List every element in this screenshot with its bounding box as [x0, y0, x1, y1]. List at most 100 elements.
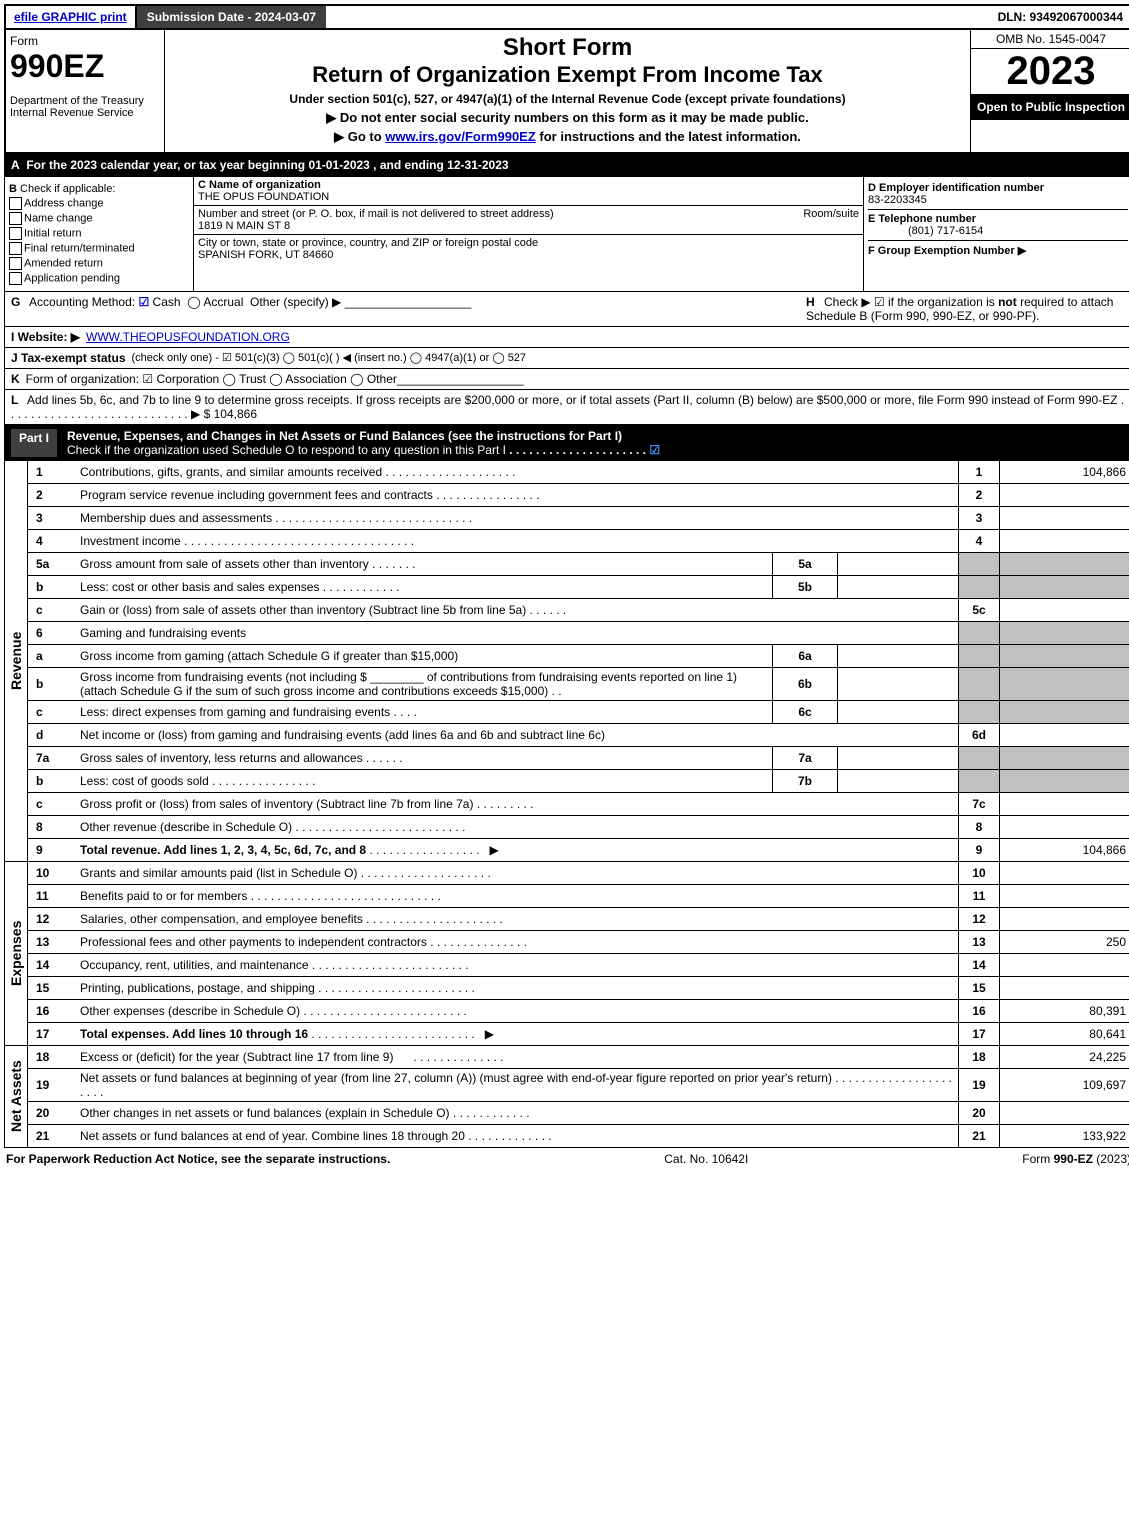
line-14-value: [999, 954, 1129, 976]
line-21-value: 133,922: [999, 1125, 1129, 1147]
h-label: H: [806, 295, 815, 309]
c-name-label: C Name of organization: [198, 179, 321, 191]
opt-initial-return: Initial return: [24, 227, 81, 239]
l-value: ▶ $ 104,866: [191, 407, 257, 421]
phone: (801) 717-6154: [868, 225, 983, 237]
line-19-value: 109,697: [999, 1069, 1129, 1101]
line-6a-desc: Gross income from gaming (attach Schedul…: [80, 649, 458, 663]
k-text: Form of organization: ☑ Corporation ◯ Tr…: [26, 372, 397, 386]
org-address: 1819 N MAIN ST 8: [198, 220, 859, 232]
omb-number: OMB No. 1545-0047: [971, 30, 1129, 49]
net-assets-table: Net Assets 18Excess or (deficit) for the…: [4, 1046, 1129, 1148]
h-text1: Check ▶ ☑ if the organization is: [824, 295, 998, 309]
checkbox-application-pending[interactable]: [9, 272, 22, 285]
instruction-2: ▶ Go to www.irs.gov/Form990EZ for instru…: [169, 129, 966, 145]
line-3-desc: Membership dues and assessments: [80, 511, 272, 525]
a-label: A: [11, 158, 20, 172]
section-h: H Check ▶ ☑ if the organization is not r…: [796, 295, 1126, 323]
opt-amended-return: Amended return: [24, 257, 103, 269]
org-city: SPANISH FORK, UT 84660: [198, 249, 859, 261]
j-label: J Tax-exempt status: [11, 351, 126, 365]
c-city-label: City or town, state or province, country…: [198, 237, 859, 249]
line-4-desc: Investment income: [80, 534, 181, 548]
line-12-value: [999, 908, 1129, 930]
line-5c-value: [999, 599, 1129, 621]
website-link[interactable]: WWW.THEOPUSFOUNDATION.ORG: [86, 330, 290, 344]
subtitle: Under section 501(c), 527, or 4947(a)(1)…: [169, 92, 966, 106]
opt-name-change: Name change: [24, 212, 93, 224]
line-7b-desc: Less: cost of goods sold: [80, 774, 209, 788]
line-14-desc: Occupancy, rent, utilities, and maintena…: [80, 958, 309, 972]
line-11-value: [999, 885, 1129, 907]
line-9-value: 104,866: [999, 839, 1129, 861]
e-label: E Telephone number: [868, 213, 976, 225]
line-20-desc: Other changes in net assets or fund bala…: [80, 1106, 450, 1120]
submission-date: Submission Date - 2024-03-07: [137, 6, 326, 28]
j-text: (check only one) - ☑ 501(c)(3) ◯ 501(c)(…: [132, 351, 527, 365]
instruction-1: ▶ Do not enter social security numbers o…: [169, 110, 966, 126]
inst2-pre: ▶ Go to: [334, 129, 385, 144]
line-9-desc: Total revenue. Add lines 1, 2, 3, 4, 5c,…: [80, 843, 366, 857]
footer-left: For Paperwork Reduction Act Notice, see …: [6, 1152, 390, 1166]
line-12-desc: Salaries, other compensation, and employ…: [80, 912, 363, 926]
inst2-post: for instructions and the latest informat…: [536, 129, 801, 144]
checkbox-final-return[interactable]: [9, 242, 22, 255]
line-10-desc: Grants and similar amounts paid (list in…: [80, 866, 357, 880]
d-label: D Employer identification number: [868, 182, 1044, 194]
revenue-side-label: Revenue: [5, 461, 28, 861]
line-5a-desc: Gross amount from sale of assets other t…: [80, 557, 369, 571]
g-accrual: Accrual: [203, 295, 243, 309]
net-assets-side-label: Net Assets: [5, 1046, 28, 1147]
expenses-side-label: Expenses: [5, 862, 28, 1045]
line-8-value: [999, 816, 1129, 838]
f-label: F Group Exemption Number ▶: [868, 245, 1026, 257]
line-11-desc: Benefits paid to or for members: [80, 889, 247, 903]
line-7c-desc: Gross profit or (loss) from sales of inv…: [80, 797, 473, 811]
footer-right: Form 990-EZ (2023): [1022, 1152, 1129, 1166]
part1-header: Part I Revenue, Expenses, and Changes in…: [4, 425, 1129, 461]
line-6d-value: [999, 724, 1129, 746]
checkbox-initial-return[interactable]: [9, 227, 22, 240]
opt-address-change: Address change: [24, 197, 104, 209]
expenses-table: Expenses 10Grants and similar amounts pa…: [4, 862, 1129, 1046]
b-text: Check if applicable:: [20, 183, 115, 195]
line-2-desc: Program service revenue including govern…: [80, 488, 433, 502]
opt-application-pending: Application pending: [24, 272, 120, 284]
line-15-desc: Printing, publications, postage, and shi…: [80, 981, 315, 995]
l-text: Add lines 5b, 6c, and 7b to line 9 to de…: [27, 393, 1118, 407]
line-16-value: 80,391: [999, 1000, 1129, 1022]
g-cash: Cash: [153, 295, 181, 309]
b-label: B: [9, 183, 17, 195]
line-5b-desc: Less: cost or other basis and sales expe…: [80, 580, 319, 594]
c-room-label: Room/suite: [803, 208, 859, 220]
line-1-desc: Contributions, gifts, grants, and simila…: [80, 465, 382, 479]
checkbox-name-change[interactable]: [9, 212, 22, 225]
efile-graphic-print[interactable]: efile GRAPHIC print: [6, 6, 137, 28]
checkbox-amended-return[interactable]: [9, 257, 22, 270]
line-18-value: 24,225: [999, 1046, 1129, 1068]
line-15-value: [999, 977, 1129, 999]
line-2-value: [999, 484, 1129, 506]
line-20-value: [999, 1102, 1129, 1124]
revenue-table: Revenue 1Contributions, gifts, grants, a…: [4, 461, 1129, 862]
checkbox-address-change[interactable]: [9, 197, 22, 210]
row-g-h: G Accounting Method: ☑ Cash ◯ Accrual Ot…: [4, 292, 1129, 327]
line-4-value: [999, 530, 1129, 552]
line-5c-desc: Gain or (loss) from sale of assets other…: [80, 603, 526, 617]
i-label: I Website: ▶: [11, 330, 80, 344]
irs-link[interactable]: www.irs.gov/Form990EZ: [385, 129, 536, 144]
form-label: Form: [10, 34, 160, 48]
dln: DLN: 93492067000344: [990, 6, 1129, 28]
page-footer: For Paperwork Reduction Act Notice, see …: [4, 1148, 1129, 1170]
part1-title: Revenue, Expenses, and Changes in Net As…: [67, 429, 622, 443]
dept-label: Department of the Treasury Internal Reve…: [10, 95, 160, 119]
g-text: Accounting Method:: [29, 295, 135, 309]
efile-link[interactable]: efile GRAPHIC print: [14, 10, 127, 24]
row-i: I Website: ▶ WWW.THEOPUSFOUNDATION.ORG: [4, 327, 1129, 348]
line-19-desc: Net assets or fund balances at beginning…: [80, 1071, 832, 1085]
schedule-o-check-icon: ☑: [649, 443, 660, 457]
line-13-desc: Professional fees and other payments to …: [80, 935, 427, 949]
section-b: B Check if applicable: Address change Na…: [5, 177, 194, 291]
line-6b-desc1: Gross income from fundraising events (no…: [80, 670, 367, 684]
line-18-desc: Excess or (deficit) for the year (Subtra…: [80, 1050, 393, 1064]
